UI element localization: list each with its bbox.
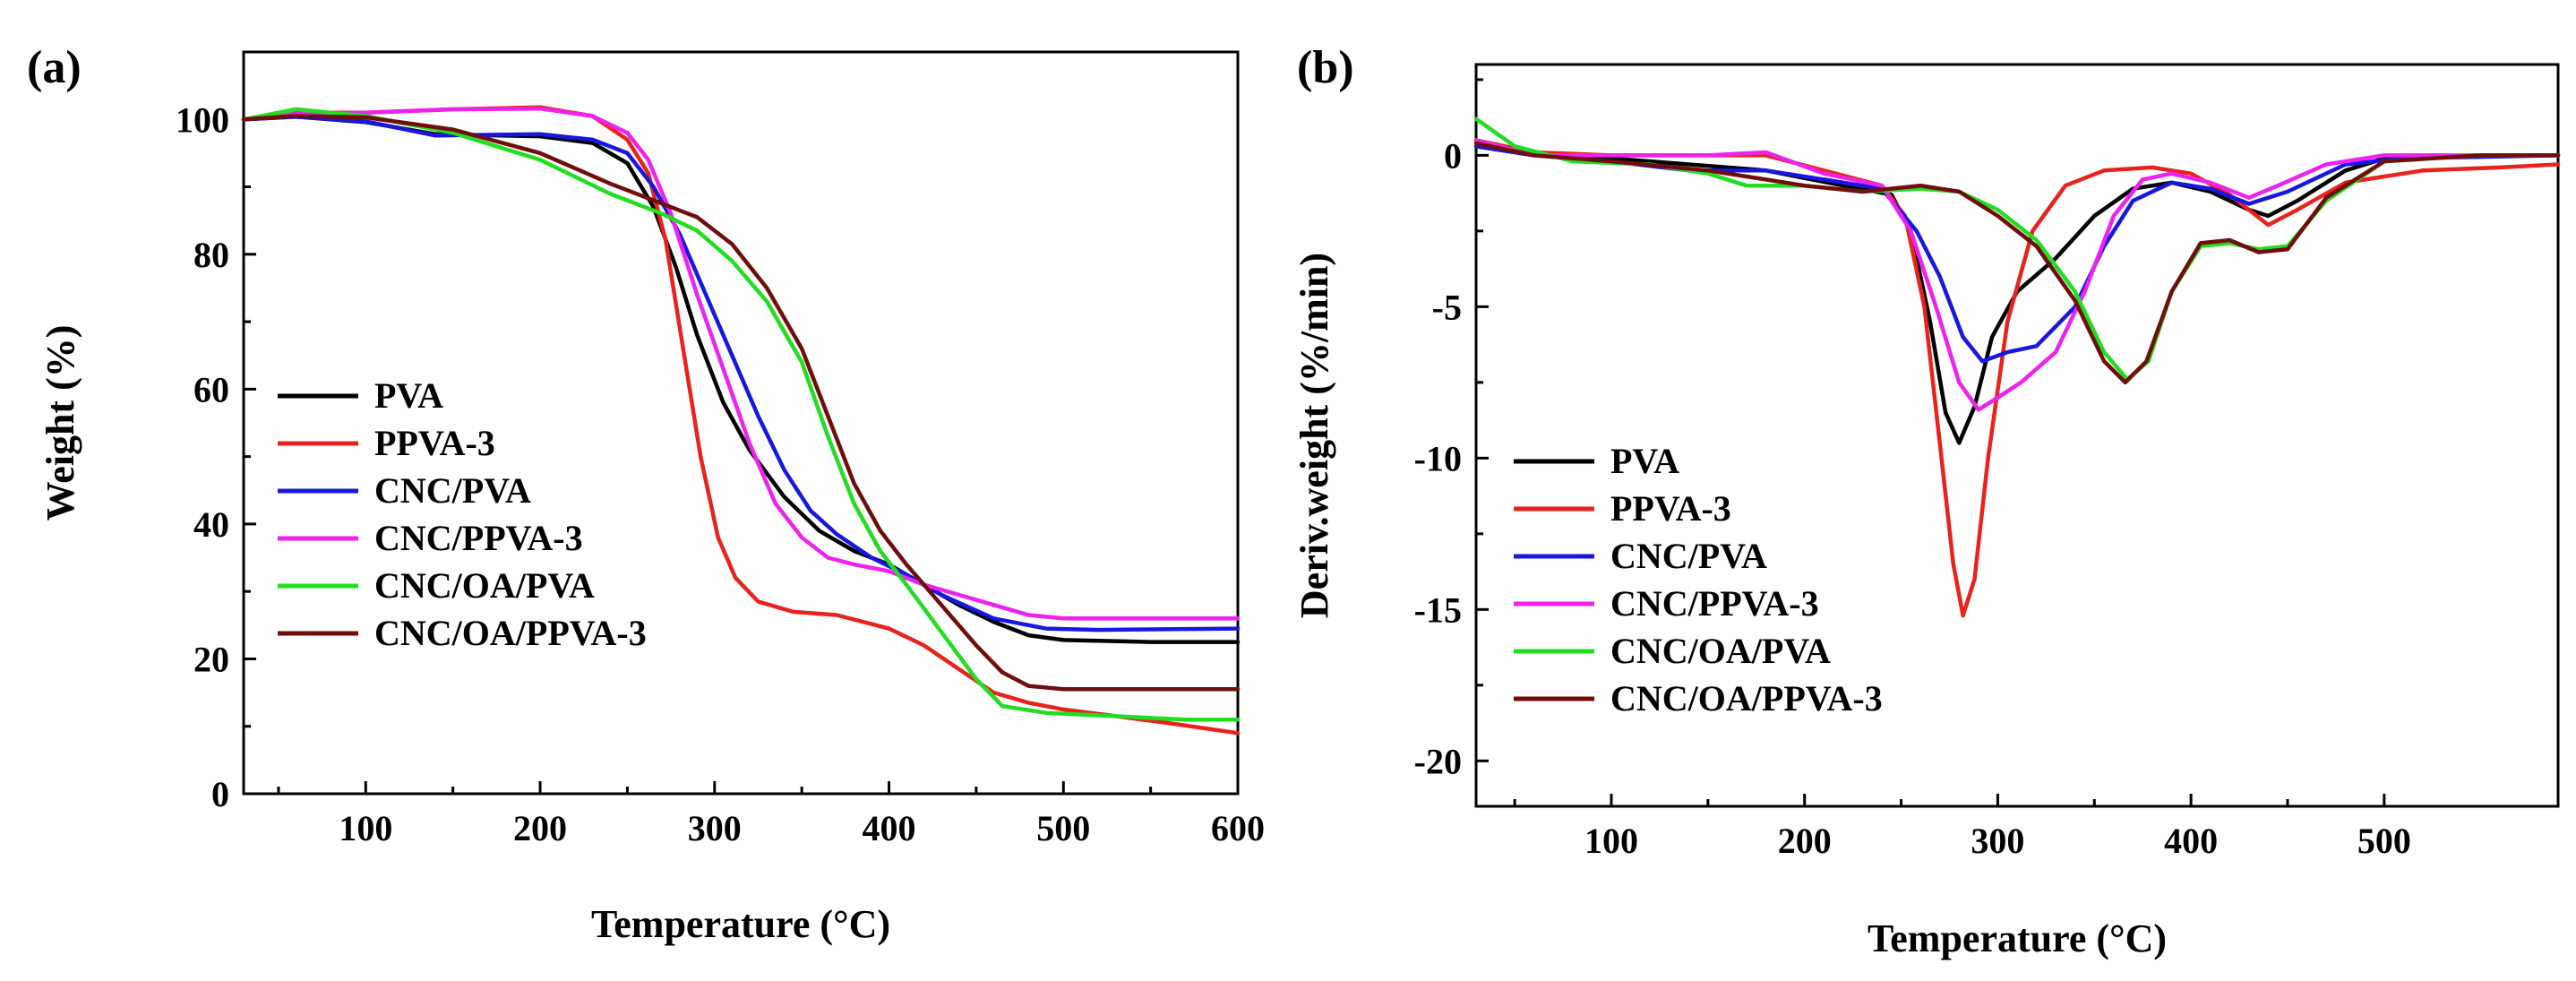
y-tick-label: 0 — [211, 774, 229, 814]
series-line-cnc-pva — [241, 115, 1241, 632]
plot-frame — [242, 50, 1240, 796]
legend-label: CNC/PVA — [374, 470, 531, 511]
y-tick-label: -10 — [1414, 438, 1462, 478]
x-axis-title: Temperature (°C) — [591, 902, 890, 946]
legend-label: PVA — [374, 375, 443, 416]
y-tick-label: 100 — [176, 99, 229, 140]
legend-label: CNC/PVA — [1610, 536, 1767, 576]
x-tick-label: 500 — [1036, 808, 1090, 848]
plot-frame — [1474, 63, 2560, 808]
legend-label: CNC/PPVA-3 — [1610, 583, 1819, 624]
x-tick-label: 200 — [513, 808, 567, 848]
y-tick-label: 60 — [193, 369, 229, 409]
series-line-cnc-pva — [1473, 143, 2561, 364]
legend-label: CNC/OA/PVA — [1610, 631, 1831, 671]
legend-label: CNC/OA/PPVA-3 — [1610, 678, 1883, 719]
legend: PVA PPVA-3 CNC/PVA CNC/PPVA-3 CNC/OA/PVA CNC/… — [1514, 441, 1883, 719]
x-tick-label: 200 — [1778, 821, 1832, 861]
x-tick-label: 300 — [1971, 821, 2024, 861]
panel-label: (a) — [27, 42, 82, 93]
panel-a-weight-chart: (a) 100 200 300 400 500 600 0 20 40 60 80 100 Tempera… — [27, 42, 1265, 946]
y-tick-label: -5 — [1432, 287, 1462, 327]
y-axis-title: Weight (%) — [39, 325, 82, 521]
y-tick-label: -20 — [1414, 741, 1462, 781]
y-tick-label: -15 — [1414, 589, 1462, 630]
y-axis-title: Deriv.weight (%/min) — [1292, 253, 1336, 618]
legend-label: CNC/OA/PVA — [374, 565, 595, 606]
series-group — [241, 105, 1241, 736]
series-line-cnc-ppva-3 — [241, 106, 1241, 621]
panel-b-derivative-chart: (b) 100 200 300 400 500 0 -5 -10 -15 -20 Temperatur… — [1292, 42, 2561, 960]
series-group — [1473, 116, 2561, 618]
y-tick-label: 40 — [193, 504, 229, 545]
series-line-cnc-oa-ppva-3 — [1473, 141, 2561, 385]
series-line-cnc-oa-ppva-3 — [241, 114, 1241, 692]
y-tick-label: 20 — [193, 639, 229, 679]
x-tick-label: 100 — [339, 808, 392, 848]
legend: PVA PPVA-3 CNC/PVA CNC/PPVA-3 CNC/OA/PVA CNC/… — [278, 375, 647, 653]
panel-label: (b) — [1297, 42, 1354, 93]
series-line-cnc-oa-pva — [241, 107, 1241, 722]
x-tick-label: 500 — [2357, 821, 2411, 861]
series-line-pva — [1473, 143, 2561, 445]
x-tick-label: 400 — [2164, 821, 2218, 861]
y-tick-label: 80 — [193, 235, 229, 275]
legend-label: CNC/OA/PPVA-3 — [374, 613, 647, 653]
legend-label: CNC/PPVA-3 — [374, 518, 583, 558]
legend-label: PVA — [1610, 441, 1679, 481]
y-tick-label: 0 — [1444, 135, 1462, 176]
series-line-cnc-ppva-3 — [1473, 138, 2561, 412]
legend-label: PPVA-3 — [1610, 488, 1731, 529]
legend-label: PPVA-3 — [374, 423, 495, 463]
x-tick-label: 100 — [1584, 821, 1638, 861]
x-tick-label: 600 — [1211, 808, 1265, 848]
x-tick-label: 300 — [688, 808, 742, 848]
x-axis-title: Temperature (°C) — [1868, 916, 2167, 960]
x-tick-label: 400 — [863, 808, 916, 848]
